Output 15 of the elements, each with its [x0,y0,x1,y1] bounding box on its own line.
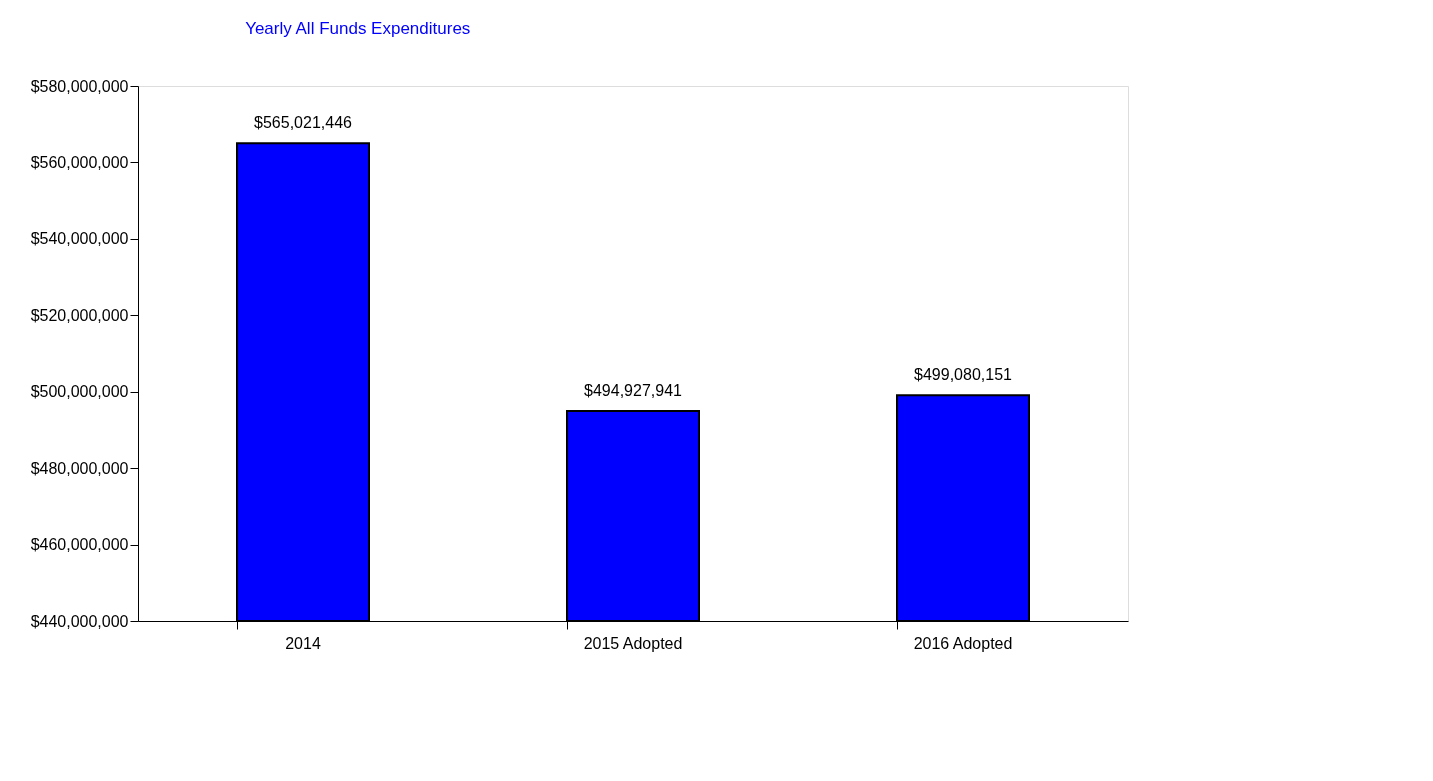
x-tick-label: 2016 Adopted [913,634,1013,652]
data-label: $494,927,941 [584,382,683,400]
y-tick-label: $580,000,000 [30,77,129,95]
y-tick-label: $520,000,000 [30,306,129,324]
y-tick-label: $540,000,000 [30,230,129,248]
y-tick-label: $560,000,000 [30,153,129,171]
data-label: $565,021,446 [254,114,353,132]
y-tick-label: $460,000,000 [30,536,129,554]
chart-title: Yearly All Funds Expenditures [245,19,471,38]
y-tick-label: $500,000,000 [30,383,129,401]
y-tick-label: $440,000,000 [30,612,129,630]
x-tick-label: 2015 Adopted [583,634,683,652]
x-tick-label: 2014 [285,634,321,652]
data-label: $499,080,151 [914,366,1013,384]
y-tick-label: $480,000,000 [30,459,129,477]
